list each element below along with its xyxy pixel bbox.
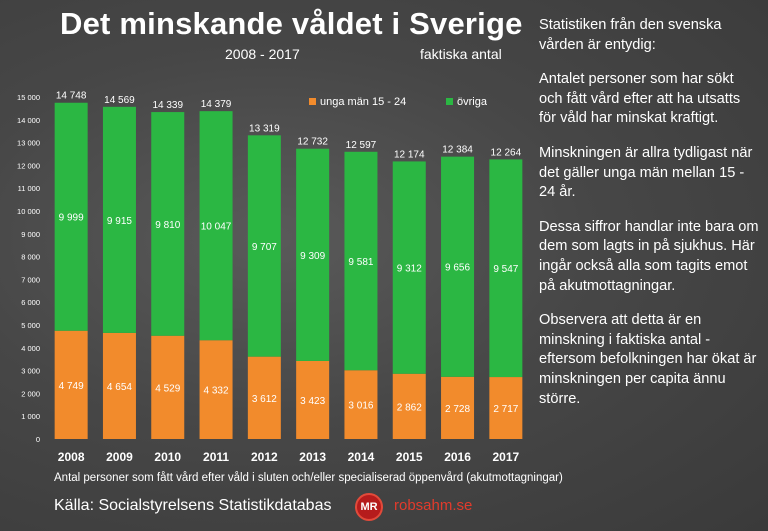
bar-segment-unga-man	[54, 330, 88, 439]
legend-swatch-ovriga	[446, 98, 453, 105]
value-label-ovriga: 9 309	[300, 251, 325, 262]
legend-label-unga-man: unga män 15 - 24	[320, 96, 406, 108]
total-label: 14 748	[56, 91, 87, 102]
y-tick-label: 11 000	[18, 184, 40, 193]
bar-segment-ovriga	[102, 106, 136, 333]
bar-segment-ovriga	[54, 102, 88, 331]
bar-segment-ovriga	[247, 135, 281, 357]
value-label-ovriga: 9 810	[155, 220, 180, 231]
commentary-paragraph: Minskningen är allra tydligast när det g…	[539, 144, 753, 201]
x-tick-label: 2017	[492, 450, 519, 464]
commentary-paragraph: Antalet personer som har sökt och fått v…	[539, 71, 741, 127]
total-label: 14 339	[152, 100, 183, 111]
bar-segment-unga-man	[247, 356, 281, 439]
bar-segment-ovriga	[489, 159, 523, 378]
value-label-unga-man: 2 717	[493, 404, 518, 415]
stacked-bar-chart: 0 1 000 2 000 3 000 4 000 5 000 6 000 7 000 8 00…	[17, 91, 523, 464]
legend-swatch-unga-man	[309, 98, 316, 105]
value-label-unga-man: 4 332	[204, 386, 229, 397]
value-label-ovriga: 9 656	[445, 263, 470, 274]
y-tick-label: 12 000	[17, 161, 40, 170]
legend-label-ovriga: övriga	[457, 96, 488, 108]
x-tick-label: 2008	[58, 450, 85, 464]
y-tick-label: 15 000	[17, 93, 40, 102]
chart-title: Det minskande våldet i Sverige	[60, 6, 523, 41]
value-label-unga-man: 4 749	[59, 381, 84, 392]
total-label: 12 174	[394, 149, 425, 160]
commentary-panel: Statistiken från den svenska vården är e…	[539, 16, 759, 424]
total-label: 13 319	[249, 123, 280, 134]
y-tick-label: 1 000	[21, 412, 40, 421]
x-tick-label: 2015	[396, 450, 423, 464]
y-tick-label: 0	[36, 435, 40, 444]
bar-segment-unga-man	[102, 332, 136, 439]
bar-segment-unga-man	[344, 370, 378, 439]
x-tick-label: 2011	[203, 450, 229, 464]
x-tick-label: 2013	[299, 450, 326, 464]
bar-segment-ovriga	[199, 111, 233, 341]
y-tick-label: 10 000	[17, 207, 40, 216]
x-axis-caption: Antal personer som fått vård efter våld …	[54, 472, 563, 484]
value-label-ovriga: 9 312	[397, 264, 422, 275]
bar-segment-ovriga	[151, 112, 185, 336]
total-label: 12 732	[297, 137, 328, 148]
source-text: Källa: Socialstyrelsens Statistikdatabas	[54, 497, 332, 514]
value-label-unga-man: 4 654	[107, 382, 132, 393]
x-tick-label: 2014	[348, 450, 375, 464]
y-tick-label: 3 000	[21, 367, 40, 376]
value-label-unga-man: 2 728	[445, 404, 470, 415]
bar-segment-ovriga	[344, 151, 378, 371]
value-label-ovriga: 9 547	[493, 264, 518, 275]
y-tick-label: 2 000	[21, 389, 40, 398]
mr-logo: MR	[355, 493, 383, 521]
bar-segment-unga-man	[392, 373, 426, 439]
value-label-ovriga: 10 047	[201, 222, 232, 233]
value-label-ovriga: 9 707	[252, 242, 277, 253]
logo-site-text[interactable]: robsahm.se	[394, 497, 473, 514]
x-tick-label: 2009	[106, 450, 133, 464]
bar-segment-ovriga	[296, 148, 330, 361]
chart-subtitle-note: faktiska antal	[420, 46, 502, 62]
commentary-paragraph: Observera att detta är en minskning i fa…	[539, 312, 757, 407]
value-label-ovriga: 9 999	[59, 213, 84, 224]
value-label-unga-man: 3 016	[348, 401, 373, 412]
value-label-ovriga: 9 581	[348, 257, 373, 268]
x-tick-label: 2012	[251, 450, 278, 464]
y-tick-label: 7 000	[21, 275, 40, 284]
value-label-unga-man: 2 862	[397, 402, 422, 413]
bar-segment-unga-man	[441, 376, 475, 439]
total-label: 12 264	[491, 147, 522, 158]
total-label: 12 384	[442, 145, 473, 156]
commentary-paragraph: Statistiken från den svenska vården är e…	[539, 17, 722, 53]
value-label-ovriga: 9 915	[107, 216, 132, 227]
total-label: 12 597	[346, 140, 377, 151]
value-label-unga-man: 3 423	[300, 396, 325, 407]
bar-segment-unga-man	[296, 360, 330, 439]
x-tick-label: 2016	[444, 450, 471, 464]
y-tick-label: 5 000	[21, 321, 40, 330]
value-label-unga-man: 3 612	[252, 394, 277, 405]
y-tick-label: 13 000	[17, 139, 40, 148]
bar-segment-ovriga	[441, 156, 475, 377]
commentary-paragraph: Dessa siffror handlar inte bara om dem s…	[539, 218, 759, 294]
y-tick-label: 14 000	[17, 116, 40, 125]
bar-segment-unga-man	[489, 377, 523, 439]
x-tick-label: 2010	[154, 450, 181, 464]
y-tick-label: 4 000	[21, 344, 40, 353]
bar-segment-unga-man	[151, 335, 185, 439]
bar-segment-unga-man	[199, 340, 233, 439]
total-label: 14 379	[201, 99, 232, 110]
y-tick-label: 8 000	[21, 253, 40, 262]
chart-subtitle-years: 2008 - 2017	[225, 46, 300, 62]
y-tick-label: 6 000	[21, 298, 40, 307]
bar-segment-ovriga	[392, 161, 426, 374]
total-label: 14 569	[104, 95, 135, 106]
y-tick-label: 9 000	[21, 230, 40, 239]
value-label-unga-man: 4 529	[155, 383, 180, 394]
